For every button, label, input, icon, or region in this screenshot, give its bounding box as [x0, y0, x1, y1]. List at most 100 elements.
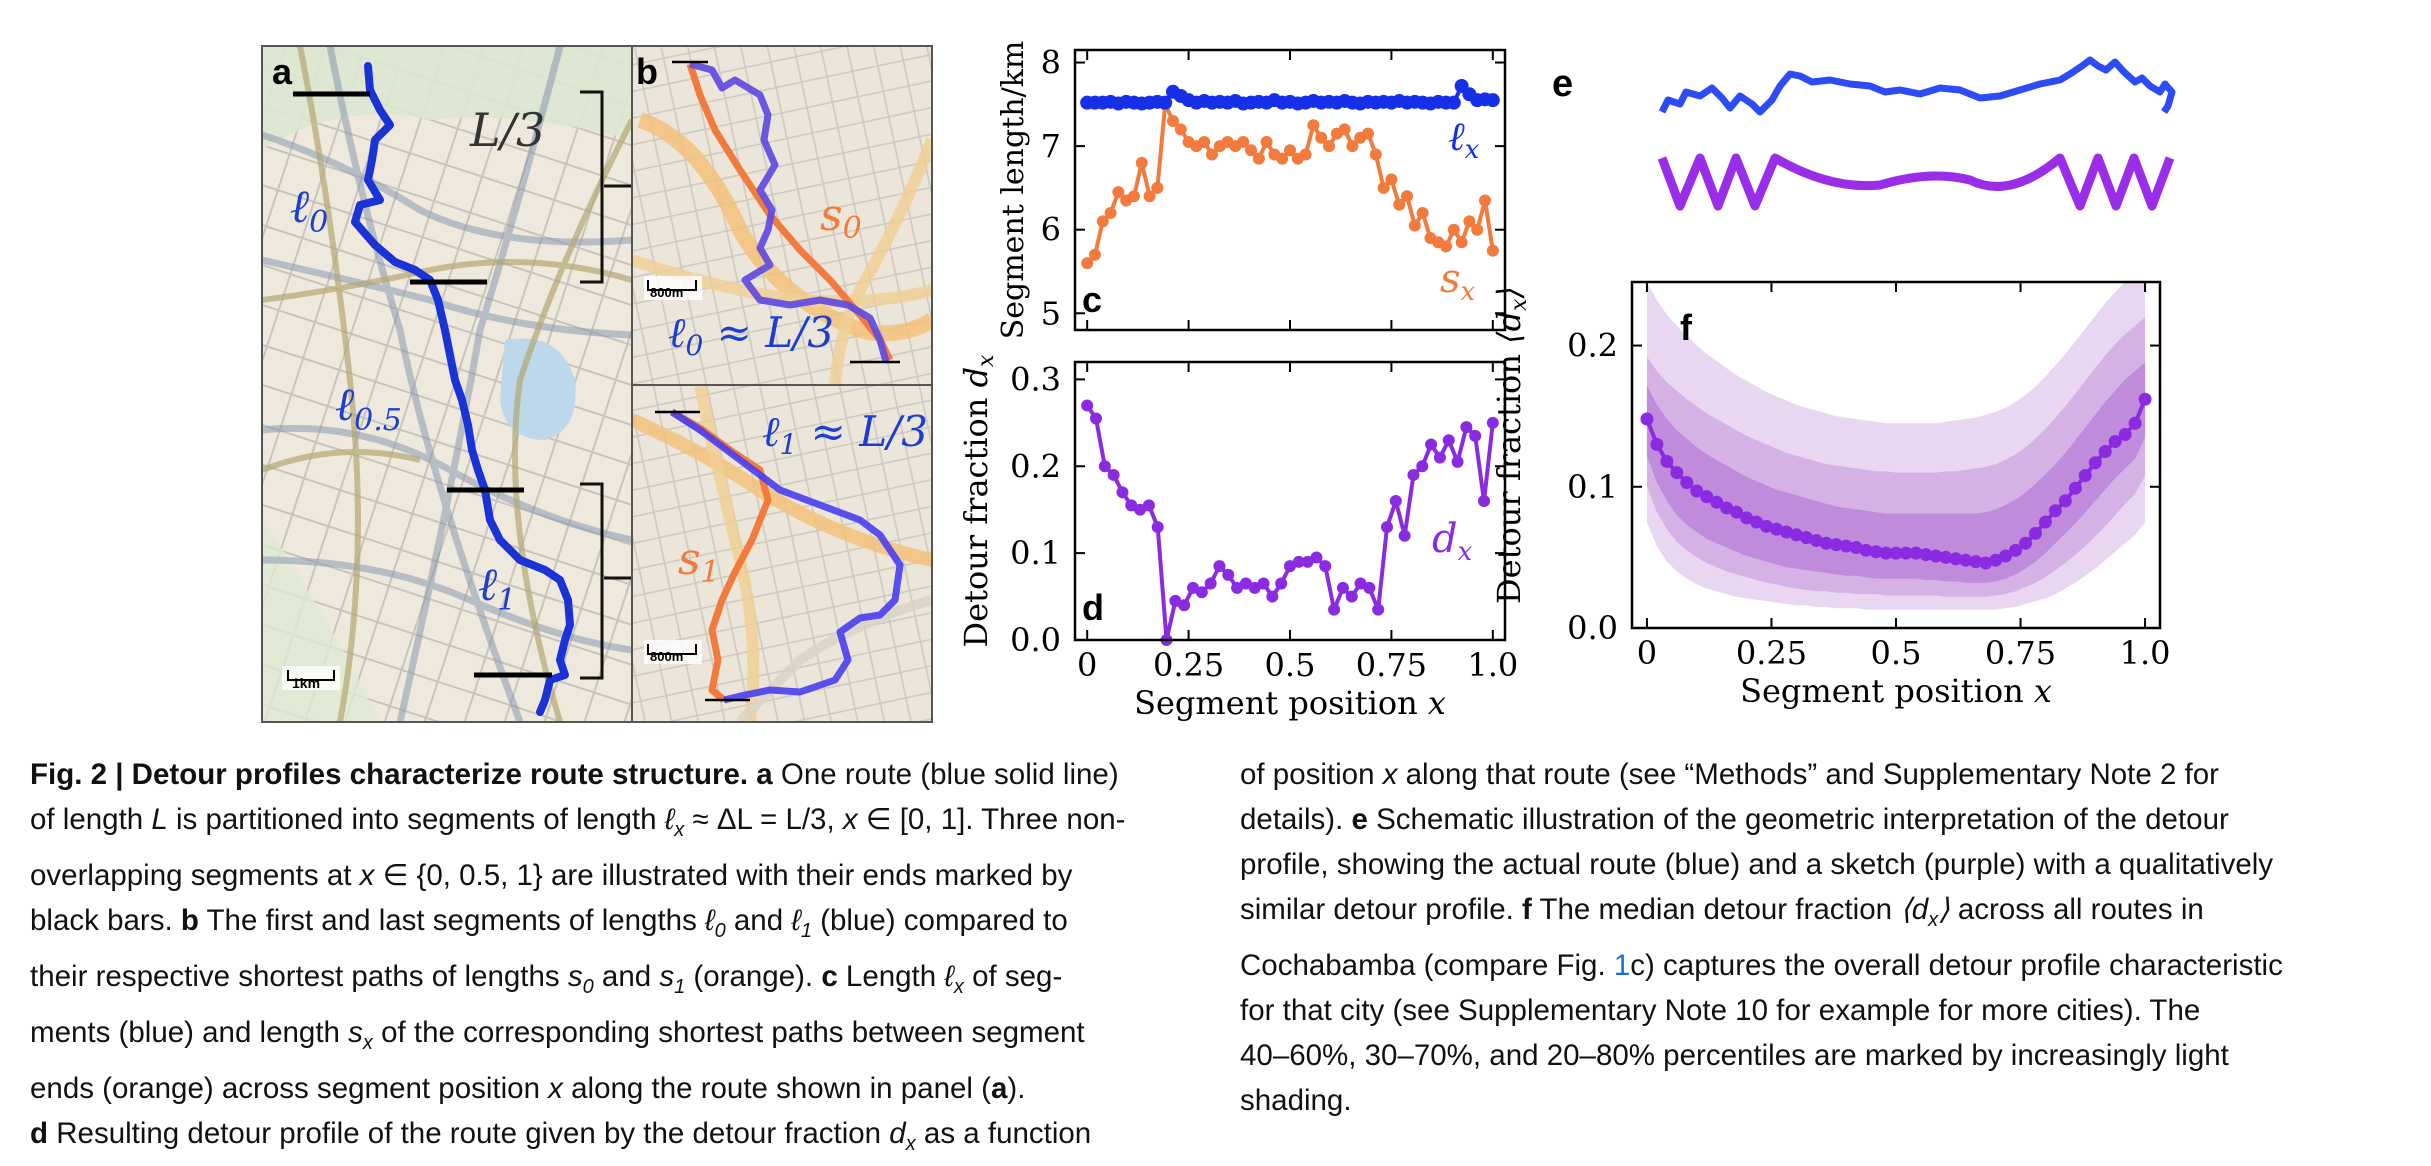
median-point	[1939, 550, 1953, 564]
caption-line: Fig. 2 | Detour profiles characterize ro…	[30, 752, 1210, 797]
l0-approx-label: ℓ0 ≈ L/3	[668, 308, 834, 362]
median-point	[1769, 522, 1783, 536]
caption-text: e	[1351, 803, 1368, 836]
caption-text: ℓ	[791, 903, 801, 937]
sx-point	[1323, 140, 1336, 153]
y-tick-label: 6	[1041, 211, 1061, 249]
caption-text: x	[1382, 758, 1398, 791]
dx-point	[1081, 399, 1094, 412]
median-point	[1869, 545, 1883, 559]
median-point	[1909, 546, 1923, 560]
sx-point	[1174, 123, 1187, 136]
dx-point	[1257, 577, 1270, 590]
sx-point	[1151, 181, 1164, 194]
caption-text: of seg-	[963, 959, 1063, 993]
caption-text: c) captures the overall detour profile c…	[1630, 948, 2283, 982]
median-point	[1779, 525, 1793, 539]
caption-line: for that city (see Supplementary Note 10…	[1240, 988, 2420, 1033]
caption-text: ∈ [0, 1]. Three non-	[857, 803, 1126, 836]
caption-line: d Resulting detour profile of the route …	[30, 1111, 1210, 1166]
caption-line: ments (blue) and length sx of the corres…	[30, 1010, 1210, 1066]
dx-point	[1151, 521, 1164, 534]
dx-point	[1336, 581, 1349, 594]
svg-text:1km: 1km	[292, 675, 320, 691]
sx-point	[1104, 206, 1117, 219]
sx-point	[1315, 131, 1328, 144]
dx-point	[1292, 555, 1305, 568]
y-tick-label: 0.0	[1567, 609, 1618, 647]
caption-text: x	[1928, 908, 1939, 931]
l1-label: ℓ1	[478, 557, 516, 618]
median-point	[1740, 511, 1754, 525]
dx-point	[1460, 421, 1473, 434]
median-point	[2108, 435, 2122, 449]
sx-point	[1198, 135, 1211, 148]
caption-text: ∈ {0, 0.5, 1} are illustrated with their…	[374, 858, 1073, 892]
caption-text: and	[593, 959, 660, 993]
panel-b-bottom-map	[632, 386, 932, 722]
y-tick-label: 0.1	[1567, 468, 1618, 506]
caption-text: 0	[582, 975, 594, 998]
sx-point	[1416, 206, 1429, 219]
caption-text: and	[725, 903, 792, 937]
median-point	[1700, 490, 1714, 504]
caption-text: Resulting detour profile of the route gi…	[48, 1116, 890, 1150]
dx-point	[1398, 529, 1411, 542]
y-tick-label: 0.0	[1010, 621, 1061, 659]
segment-end-bars	[293, 91, 552, 678]
y-tick-label: 5	[1041, 294, 1061, 332]
panel-letter: f	[1680, 307, 1693, 348]
lx-point	[1158, 95, 1173, 110]
caption-text: 1	[800, 919, 812, 942]
dx-point	[1389, 495, 1402, 507]
figure-canvas: a L/3 ℓ0 ℓ0.5 ℓ1 1km b s0 ℓ0 ≈ L/3 ℓ1 ≈ …	[261, 41, 2176, 723]
chart-f: 0 0.25 0.5 0.75 1.0 0.0 0.1 0.2 f Segment positio…	[1490, 280, 2171, 710]
l05-label: ℓ0.5	[335, 377, 402, 438]
sx-point	[1455, 236, 1468, 249]
x-axis-label: Segment position x	[1740, 672, 2052, 710]
median-point	[2058, 494, 2072, 508]
panel-b-top-map	[632, 46, 932, 384]
caption-text: a	[990, 1071, 1008, 1105]
panel-a-letter: a	[272, 51, 293, 92]
sx-point	[1463, 215, 1476, 228]
chart-d: 0 0.25 0.5 0.75 1.0 0.0 0.1 0.2 0.3 d Segment posi…	[957, 354, 1518, 722]
median-point	[1959, 553, 1973, 567]
dx-point	[1425, 438, 1438, 451]
dx-point	[1407, 468, 1420, 481]
caption-text: x	[548, 1071, 563, 1105]
route-segment-l1	[670, 409, 904, 704]
route-line	[351, 62, 574, 716]
caption-text: (blue) compared to	[811, 903, 1068, 937]
caption-text: x	[362, 1031, 373, 1054]
dx-point	[1089, 412, 1102, 425]
caption-text: shading.	[1240, 1083, 1352, 1117]
y-axis-label: Detour fraction dx	[957, 354, 999, 648]
dx-point	[1178, 599, 1191, 612]
x-tick-label: 0.25	[1153, 646, 1224, 684]
caption-text: of length	[30, 803, 152, 836]
caption-text: 40–60%, 30–70%, and 20–80% percentiles a…	[1240, 1038, 2229, 1072]
caption-text: c	[821, 959, 838, 993]
median-point	[1949, 552, 1963, 566]
caption-text: x	[359, 858, 375, 892]
chart-c: 5 6 7 8 c Segment length/km ℓx sx	[996, 41, 1507, 339]
caption-column-left: Fig. 2 | Detour profiles characterize ro…	[30, 752, 1210, 1166]
median-point	[2098, 444, 2112, 458]
dx-point	[1275, 577, 1288, 590]
dx-point	[1142, 499, 1155, 512]
sx-point	[1362, 127, 1375, 140]
caption-text: Fig. 2 | Detour profiles characterize ro…	[30, 758, 773, 791]
panel-letter: d	[1082, 587, 1104, 628]
caption-text: x	[905, 1132, 916, 1155]
caption-text: ℓ	[705, 903, 715, 937]
x-tick-label: 0	[1637, 634, 1657, 672]
median-point	[2138, 392, 2152, 406]
caption-text: s	[567, 959, 583, 993]
l1-approx-label: ℓ1 ≈ L/3	[762, 407, 928, 461]
median-point	[1879, 546, 1893, 560]
median-point	[1680, 476, 1694, 490]
figure-reference-link[interactable]: 1	[1613, 948, 1631, 982]
caption-text: f	[1522, 893, 1532, 926]
dx-point	[1204, 577, 1217, 590]
